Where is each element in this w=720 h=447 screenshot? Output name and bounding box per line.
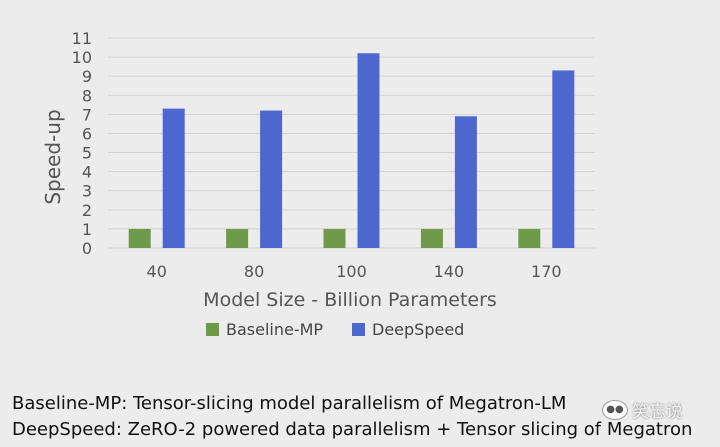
caption-deepspeed: DeepSpeed: ZeRO-2 powered data paralleli… (12, 419, 693, 440)
gridlines (108, 37, 595, 249)
caption-baseline-mp: Baseline-MP: Tensor-slicing model parall… (12, 393, 567, 414)
y-tick-label: 5 (82, 144, 92, 163)
y-tick-label: 9 (82, 67, 92, 86)
bar-baseline-mp-170 (518, 228, 541, 248)
bar-deepspeed-170 (552, 70, 575, 248)
x-axis-label: Model Size - Billion Parameters (203, 289, 497, 311)
x-tick-label: 80 (244, 262, 264, 281)
y-tick-label: 4 (82, 163, 92, 182)
legend: Baseline-MP DeepSpeed (206, 320, 464, 339)
bar-deepspeed-100 (357, 53, 380, 248)
y-tick-label: 0 (82, 239, 92, 258)
x-tick-label: 40 (147, 262, 167, 281)
bars (128, 53, 575, 249)
x-axis-ticks: 40 80 100 140 170 (147, 262, 562, 281)
bar-baseline-mp-140 (420, 228, 443, 248)
bar-baseline-mp-80 (226, 228, 249, 248)
y-tick-label: 10 (72, 48, 92, 67)
bar-baseline-mp-100 (323, 228, 346, 248)
x-tick-label: 170 (531, 262, 562, 281)
x-tick-label: 100 (336, 262, 367, 281)
y-tick-label: 2 (82, 201, 92, 220)
y-axis-label: Speed-up (41, 109, 65, 204)
bar-deepspeed-40 (162, 108, 185, 249)
legend-swatch (206, 323, 219, 336)
y-tick-label: 11 (72, 29, 92, 48)
y-tick-label: 7 (82, 105, 92, 124)
y-tick-label: 1 (82, 220, 92, 239)
wechat-icon: ●● (602, 399, 628, 420)
bar-deepspeed-80 (260, 110, 283, 248)
y-tick-label: 6 (82, 124, 92, 143)
y-tick-label: 8 (82, 86, 92, 105)
watermark-text: 笑忘说 (632, 402, 683, 422)
legend-label: Baseline-MP (226, 320, 323, 339)
x-tick-label: 140 (434, 262, 465, 281)
legend-swatch (352, 323, 365, 336)
bar-baseline-mp-40 (128, 228, 151, 248)
legend-label: DeepSpeed (372, 320, 464, 339)
bar-deepspeed-140 (454, 116, 477, 248)
watermark: ●● 笑忘说 (602, 397, 683, 422)
y-tick-label: 3 (82, 182, 92, 201)
